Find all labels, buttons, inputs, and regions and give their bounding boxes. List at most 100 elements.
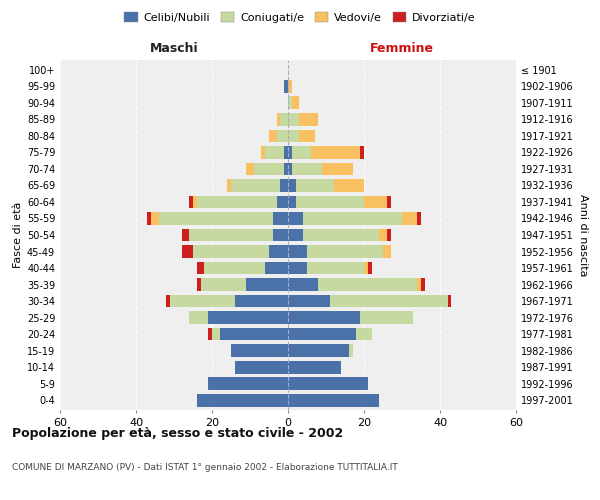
Bar xyxy=(269,245,288,258)
Bar xyxy=(280,113,288,126)
Bar xyxy=(166,294,170,308)
Bar xyxy=(265,146,284,159)
Bar xyxy=(292,162,322,175)
Bar xyxy=(288,196,296,208)
Bar xyxy=(356,328,371,340)
Bar xyxy=(284,146,288,159)
Bar xyxy=(288,278,319,291)
Bar xyxy=(292,146,311,159)
Bar xyxy=(288,377,368,390)
Bar xyxy=(273,212,288,225)
Text: Femmine: Femmine xyxy=(370,42,434,55)
Bar xyxy=(277,130,288,142)
Bar xyxy=(280,179,288,192)
Bar xyxy=(284,162,288,175)
Bar xyxy=(182,228,189,241)
Text: Maschi: Maschi xyxy=(149,42,199,55)
Bar xyxy=(364,262,368,274)
Bar xyxy=(208,328,212,340)
Bar xyxy=(360,146,364,159)
Bar xyxy=(197,196,277,208)
Bar xyxy=(159,212,273,225)
Bar xyxy=(387,228,391,241)
Bar xyxy=(296,196,364,208)
Bar xyxy=(288,96,292,110)
Legend: Celibi/Nubili, Coniugati/e, Vedovi/e, Divorziati/e: Celibi/Nubili, Coniugati/e, Vedovi/e, Di… xyxy=(120,8,480,28)
Bar xyxy=(170,294,235,308)
Y-axis label: Anni di nascita: Anni di nascita xyxy=(578,194,588,276)
Bar xyxy=(197,278,200,291)
Bar xyxy=(288,228,303,241)
Bar xyxy=(288,179,296,192)
Bar xyxy=(288,212,303,225)
Bar xyxy=(303,228,379,241)
Bar xyxy=(254,162,284,175)
Bar xyxy=(379,228,387,241)
Bar xyxy=(148,212,151,225)
Bar xyxy=(246,162,254,175)
Bar xyxy=(299,130,314,142)
Bar xyxy=(189,196,193,208)
Bar xyxy=(421,278,425,291)
Bar xyxy=(200,278,246,291)
Bar xyxy=(197,262,205,274)
Bar xyxy=(189,311,208,324)
Bar xyxy=(330,294,448,308)
Bar xyxy=(288,162,292,175)
Bar xyxy=(303,212,402,225)
Bar xyxy=(364,196,387,208)
Bar xyxy=(349,344,353,357)
Bar xyxy=(197,394,288,406)
Bar xyxy=(212,328,220,340)
Bar xyxy=(273,228,288,241)
Bar xyxy=(417,278,421,291)
Bar xyxy=(208,311,288,324)
Bar xyxy=(246,278,288,291)
Bar xyxy=(334,179,364,192)
Bar xyxy=(288,262,307,274)
Bar xyxy=(288,294,330,308)
Bar xyxy=(307,262,364,274)
Bar xyxy=(208,377,288,390)
Bar xyxy=(307,245,383,258)
Bar xyxy=(288,344,349,357)
Bar xyxy=(193,245,269,258)
Bar xyxy=(288,245,307,258)
Text: Popolazione per età, sesso e stato civile - 2002: Popolazione per età, sesso e stato civil… xyxy=(12,428,343,440)
Y-axis label: Fasce di età: Fasce di età xyxy=(13,202,23,268)
Bar xyxy=(235,360,288,374)
Bar xyxy=(368,262,371,274)
Bar xyxy=(417,212,421,225)
Bar xyxy=(269,130,277,142)
Bar xyxy=(288,311,360,324)
Bar xyxy=(319,278,417,291)
Bar xyxy=(277,196,288,208)
Bar xyxy=(288,80,292,93)
Bar xyxy=(288,146,292,159)
Bar xyxy=(322,162,353,175)
Bar xyxy=(277,113,280,126)
Bar xyxy=(265,262,288,274)
Bar xyxy=(231,179,280,192)
Bar xyxy=(262,146,265,159)
Bar xyxy=(220,328,288,340)
Bar xyxy=(189,228,273,241)
Text: COMUNE DI MARZANO (PV) - Dati ISTAT 1° gennaio 2002 - Elaborazione TUTTITALIA.IT: COMUNE DI MARZANO (PV) - Dati ISTAT 1° g… xyxy=(12,462,398,471)
Bar xyxy=(182,245,193,258)
Bar xyxy=(288,328,356,340)
Bar xyxy=(288,130,299,142)
Bar xyxy=(387,196,391,208)
Bar xyxy=(227,179,231,192)
Bar xyxy=(231,344,288,357)
Bar xyxy=(360,311,413,324)
Bar xyxy=(235,294,288,308)
Bar xyxy=(296,179,334,192)
Bar xyxy=(299,113,319,126)
Bar xyxy=(205,262,265,274)
Bar xyxy=(292,96,299,110)
Bar xyxy=(288,113,299,126)
Bar xyxy=(193,196,197,208)
Bar xyxy=(151,212,159,225)
Bar xyxy=(383,245,391,258)
Bar xyxy=(448,294,451,308)
